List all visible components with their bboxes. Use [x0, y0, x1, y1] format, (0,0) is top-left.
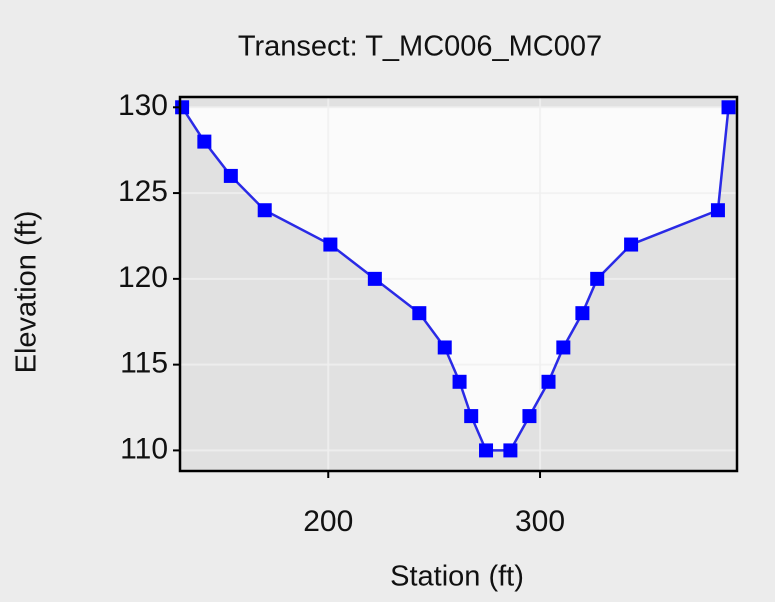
profile-point [257, 203, 272, 218]
y-tick-label: 130 [118, 89, 168, 122]
profile-point [437, 340, 452, 355]
profile-point [479, 443, 494, 458]
profile-point [412, 306, 427, 321]
x-axis-label: Station (ft) [390, 561, 524, 593]
y-axis-label: Elevation (ft) [11, 211, 43, 374]
profile-point [556, 340, 571, 355]
profile-point [367, 271, 382, 286]
chart-title: Transect: T_MC006_MC007 [238, 31, 602, 63]
profile-point [452, 374, 467, 389]
profile-point [541, 374, 556, 389]
profile-point [464, 409, 479, 424]
x-tick-label: 200 [303, 505, 353, 538]
y-tick-label: 120 [118, 261, 168, 294]
x-tick-label: 300 [515, 505, 565, 538]
profile-point [590, 271, 605, 286]
profile-point [323, 237, 338, 252]
y-tick-label: 115 [120, 347, 168, 380]
profile-point [575, 306, 590, 321]
profile-point [721, 100, 736, 115]
y-tick-label: 125 [118, 175, 168, 208]
profile-point [175, 100, 190, 115]
y-tick-label: 110 [120, 432, 168, 465]
profile-point [503, 443, 518, 458]
profile-point [522, 409, 537, 424]
profile-point [710, 203, 725, 218]
profile-point [223, 168, 238, 183]
profile-point [624, 237, 639, 252]
plot-frame [178, 95, 739, 473]
profile-point [197, 134, 212, 149]
